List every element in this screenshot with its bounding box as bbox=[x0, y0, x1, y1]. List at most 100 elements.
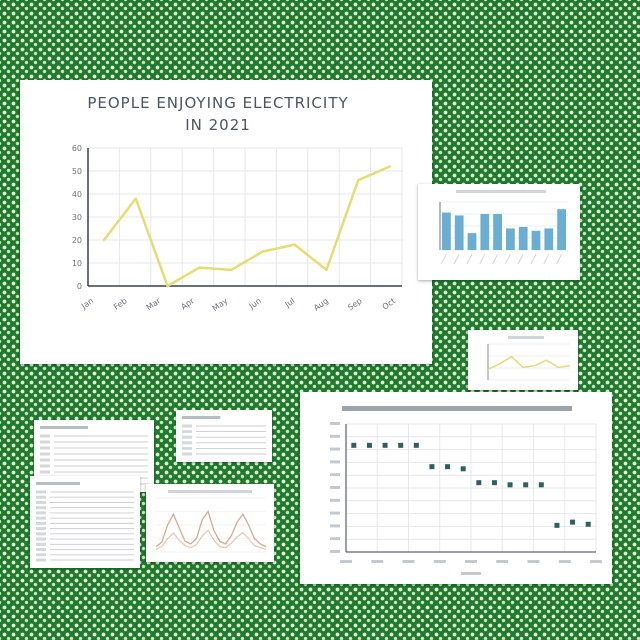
main-data-point bbox=[325, 269, 327, 271]
main-x-tick-label: Feb bbox=[112, 296, 129, 312]
table-1-header bbox=[40, 426, 88, 429]
bar bbox=[532, 231, 541, 250]
table-thumbnail-2 bbox=[176, 410, 272, 462]
table-3-row-label bbox=[36, 511, 46, 514]
bar-x-tick-label bbox=[505, 254, 510, 264]
scatter-chart-y-ticks bbox=[330, 422, 340, 553]
bar-chart bbox=[418, 184, 580, 280]
bar-chart-card bbox=[418, 184, 580, 280]
small-line-series bbox=[488, 357, 570, 370]
table-2-header bbox=[182, 416, 220, 419]
main-x-tick-label: Jan bbox=[79, 296, 95, 311]
scatter-chart bbox=[300, 392, 612, 584]
scatter-point bbox=[367, 443, 372, 448]
area-chart-card bbox=[146, 484, 274, 562]
scatter-x-tick-label bbox=[465, 560, 477, 563]
scatter-point bbox=[554, 523, 559, 528]
table-3-row-label bbox=[36, 527, 46, 530]
scatter-point bbox=[523, 482, 528, 487]
bar bbox=[544, 228, 553, 250]
main-chart-grid bbox=[88, 148, 402, 286]
scatter-y-tick-label bbox=[330, 550, 340, 553]
table-3-row-label bbox=[36, 506, 46, 509]
main-chart-subtitle: IN 2021 bbox=[185, 116, 251, 134]
scatter-point bbox=[539, 482, 544, 487]
table-3-row-label bbox=[36, 496, 46, 499]
scatter-y-tick-label bbox=[330, 537, 340, 540]
main-y-tick-label: 20 bbox=[72, 236, 82, 245]
scatter-x-tick-label bbox=[496, 560, 508, 563]
scatter-chart-card bbox=[300, 392, 612, 584]
scatter-x-tick-label bbox=[559, 560, 571, 563]
table-3-row-label bbox=[36, 538, 46, 541]
main-data-point bbox=[230, 269, 232, 271]
table-thumbnail-2-lines bbox=[176, 410, 272, 462]
main-data-point bbox=[262, 250, 264, 252]
scatter-y-tick-label bbox=[330, 422, 340, 425]
table-1-row-label bbox=[40, 441, 50, 444]
bar-x-tick-label bbox=[531, 254, 536, 264]
main-line-chart: PEOPLE ENJOYING ELECTRICITY IN 2021 0 10 2… bbox=[20, 80, 432, 364]
main-y-tick-label: 10 bbox=[72, 259, 82, 268]
main-x-tick-label: Jul bbox=[283, 296, 297, 309]
main-x-tick-label: Mar bbox=[145, 296, 163, 312]
bar-x-tick-label bbox=[441, 254, 446, 264]
main-chart-x-ticks: Jan Feb Mar Apr May Jun Jul Aug Sep Oct bbox=[79, 296, 397, 313]
scatter-y-tick-label bbox=[330, 460, 340, 463]
bar-chart-bars bbox=[442, 209, 566, 250]
bar bbox=[506, 228, 515, 250]
small-line-chart-card bbox=[468, 330, 578, 390]
main-data-point bbox=[103, 239, 105, 241]
bar-chart-x-ticks bbox=[441, 254, 561, 264]
table-1-row-label bbox=[40, 459, 50, 462]
scatter-point bbox=[398, 443, 403, 448]
main-x-tick-label: Sep bbox=[346, 296, 364, 312]
small-line-grid bbox=[488, 344, 570, 380]
small-line-header bbox=[508, 336, 544, 339]
scatter-point bbox=[351, 443, 356, 448]
table-1-row-label bbox=[40, 435, 50, 438]
scatter-point bbox=[570, 520, 575, 525]
bar-x-tick-label bbox=[518, 254, 523, 264]
scatter-point bbox=[492, 480, 497, 485]
main-data-point bbox=[198, 266, 200, 268]
main-y-tick-label: 30 bbox=[72, 213, 82, 222]
scatter-y-tick-label bbox=[330, 473, 340, 476]
table-3-row-label bbox=[36, 553, 46, 556]
scatter-y-tick-label bbox=[330, 448, 340, 451]
bar-x-tick-label bbox=[557, 254, 562, 264]
main-y-tick-label: 0 bbox=[77, 282, 82, 291]
area-chart-header bbox=[168, 490, 252, 493]
main-data-point bbox=[293, 243, 295, 245]
table-thumbnail-3 bbox=[30, 476, 140, 568]
small-line-chart bbox=[468, 330, 578, 390]
main-data-point bbox=[357, 179, 359, 181]
bar-x-tick-label bbox=[493, 254, 498, 264]
scatter-point bbox=[508, 482, 513, 487]
table-3-row-label bbox=[36, 522, 46, 525]
main-chart-title: PEOPLE ENJOYING ELECTRICITY bbox=[87, 94, 348, 112]
scatter-y-tick-label bbox=[330, 435, 340, 438]
scatter-point bbox=[476, 480, 481, 485]
bar bbox=[493, 214, 502, 250]
scatter-point bbox=[461, 466, 466, 471]
main-x-tick-label: Apr bbox=[179, 296, 196, 312]
table-1-row-label bbox=[40, 465, 50, 468]
bar bbox=[519, 227, 528, 250]
bar bbox=[557, 209, 566, 250]
table-3-row-label bbox=[36, 491, 46, 494]
scatter-chart-header bbox=[342, 406, 572, 411]
scatter-chart-x-ticks bbox=[340, 560, 602, 575]
bar-x-tick-label bbox=[467, 254, 472, 264]
bar bbox=[442, 213, 451, 250]
table-2-row-label bbox=[182, 441, 192, 444]
area-series-line bbox=[156, 530, 266, 549]
scatter-x-tick-label bbox=[528, 560, 540, 563]
table-3-row-label bbox=[36, 517, 46, 520]
scatter-x-tick-label bbox=[403, 560, 415, 563]
table-3-row-label bbox=[36, 543, 46, 546]
scatter-y-tick-label bbox=[330, 486, 340, 489]
bar bbox=[468, 233, 477, 250]
table-3-row-label bbox=[36, 501, 46, 504]
bar bbox=[480, 214, 489, 250]
